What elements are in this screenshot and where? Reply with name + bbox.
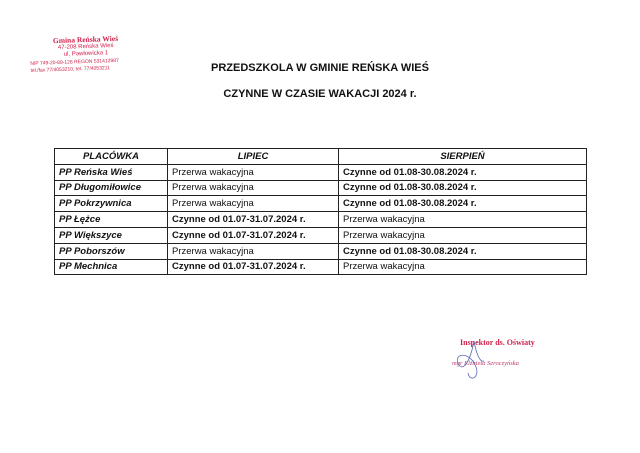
- handwritten-signature: [456, 340, 485, 379]
- table-row: PP Łężce Czynne od 01.07-31.07.2024 r. Prz…: [54, 211, 587, 228]
- cell-placowka: PP Pokrzywnica: [54, 195, 168, 213]
- table-row: PP Poborszów Przerwa wakacyjna Czynne od 0…: [54, 242, 587, 260]
- cell-lipiec: Czynne od 01.07-31.07.2024 r.: [167, 226, 339, 244]
- cell-placowka: PP Reńska Wieś: [54, 163, 168, 181]
- cell-lipiec: Przerwa wakacyjna: [167, 195, 339, 213]
- cell-sierpien: Czynne od 01.08-30.08.2024 r.: [338, 179, 587, 197]
- cell-lipiec: Przerwa wakacyjna: [167, 179, 339, 197]
- schedule-table: PLACÓWKA LIPIEC SIERPIEŃ PP Reńska Wieś P…: [54, 148, 587, 276]
- cell-sierpien: Przerwa wakacyjna: [338, 211, 587, 228]
- cell-lipiec: Przerwa wakacyjna: [167, 242, 339, 260]
- document-subtitle: CZYNNE W CZASIE WAKACJI 2024 r.: [223, 88, 417, 100]
- table-row: PP Długomiłowice Przerwa wakacyjna Czynne …: [54, 179, 587, 197]
- cell-lipiec: Czynne od 01.07-31.07.2024 r.: [167, 258, 339, 276]
- cell-sierpien: Czynne od 01.08-30.08.2024 r.: [338, 242, 587, 260]
- cell-placowka: PP Łężce: [54, 211, 168, 228]
- table-row: PP Większyce Czynne od 01.07-31.07.2024 r…: [54, 226, 587, 244]
- cell-placowka: PP Poborszów: [54, 242, 168, 260]
- table-row: PP Reńska Wieś Przerwa wakacyjna Czynne od…: [54, 163, 587, 181]
- cell-placowka: PP Większyce: [54, 226, 168, 244]
- signature-title: Inspektor ds. Oświaty: [460, 338, 535, 347]
- document-title: PRZEDSZKOLA W GMINIE REŃSKA WIEŚ: [211, 62, 429, 74]
- cell-sierpien: Czynne od 01.08-30.08.2024 r.: [338, 195, 587, 213]
- table-row: PP Pokrzywnica Przerwa wakacyjna Czynne od…: [54, 195, 587, 213]
- cell-lipiec: Przerwa wakacyjna: [167, 163, 339, 181]
- cell-sierpien: Przerwa wakacyjna: [338, 226, 587, 244]
- cell-lipiec: Czynne od 01.07-31.07.2024 r.: [167, 211, 339, 228]
- cell-sierpien: Czynne od 01.08-30.08.2024 r.: [338, 163, 587, 181]
- header-lipiec: LIPIEC: [167, 148, 339, 165]
- cell-placowka: PP Długomiłowice: [54, 179, 168, 197]
- header-placowka: PLACÓWKA: [54, 148, 168, 165]
- signature-name: mgr Elżbieta Seroczyńska: [452, 360, 519, 367]
- cell-placowka: PP Mechnica: [54, 258, 168, 276]
- header-sierpien: SIERPIEŃ: [338, 148, 587, 165]
- cell-sierpien: Przerwa wakacyjna: [338, 258, 587, 276]
- table-row: PP Mechnica Czynne od 01.07-31.07.2024 r.…: [54, 258, 587, 276]
